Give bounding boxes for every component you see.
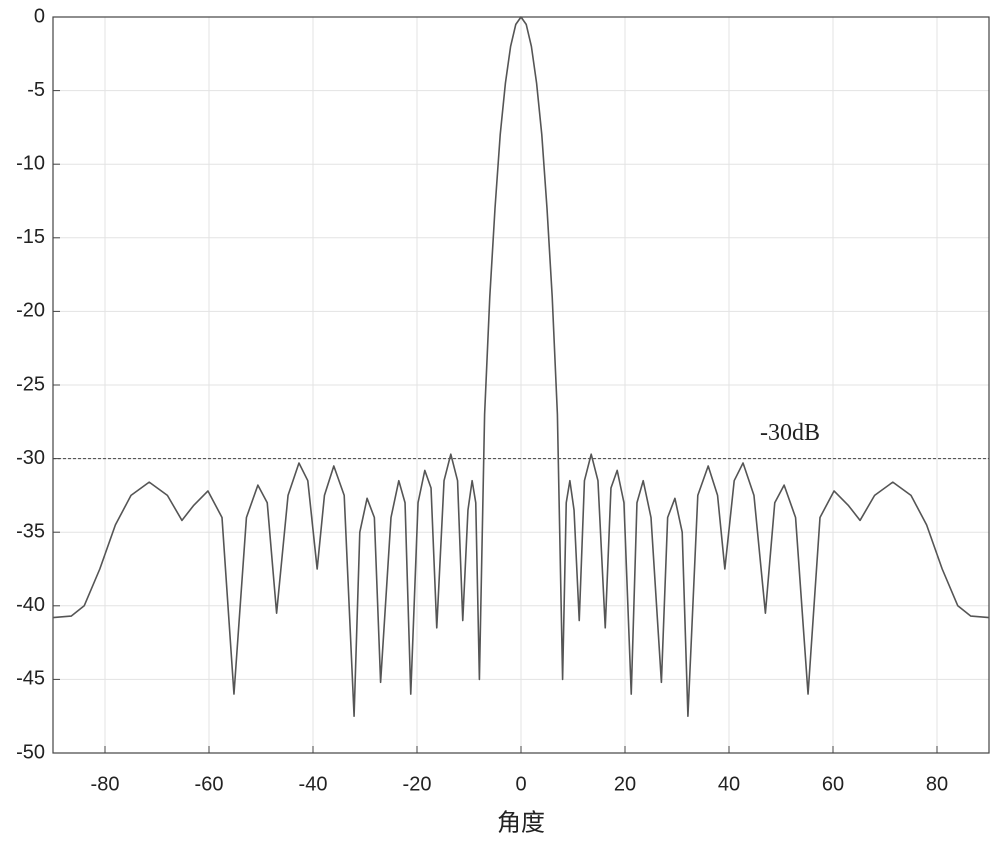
y-tick-label: -40 (16, 594, 45, 616)
x-tick-label: -60 (195, 773, 224, 795)
y-tick-label: -5 (27, 79, 45, 101)
y-tick-label: -35 (16, 520, 45, 542)
x-tick-label: 20 (614, 773, 636, 795)
y-tick-label: -30 (16, 447, 45, 469)
x-tick-label: 0 (515, 773, 526, 795)
x-tick-label: 60 (822, 773, 844, 795)
y-tick-label: -20 (16, 300, 45, 322)
x-tick-label: -40 (299, 773, 328, 795)
y-tick-label: -15 (16, 226, 45, 248)
y-tick-label: -10 (16, 152, 45, 174)
y-tick-label: -50 (16, 741, 45, 763)
x-tick-label: 40 (718, 773, 740, 795)
x-tick-label: 80 (926, 773, 948, 795)
y-tick-label: -25 (16, 373, 45, 395)
x-tick-label: -20 (403, 773, 432, 795)
x-tick-label: -80 (91, 773, 120, 795)
annotation: -30dB (760, 420, 820, 446)
y-tick-label: 0 (34, 5, 45, 27)
y-tick-label: -45 (16, 668, 45, 690)
x-axis-label: 角度 (497, 809, 545, 836)
series-line (52, 16, 990, 717)
